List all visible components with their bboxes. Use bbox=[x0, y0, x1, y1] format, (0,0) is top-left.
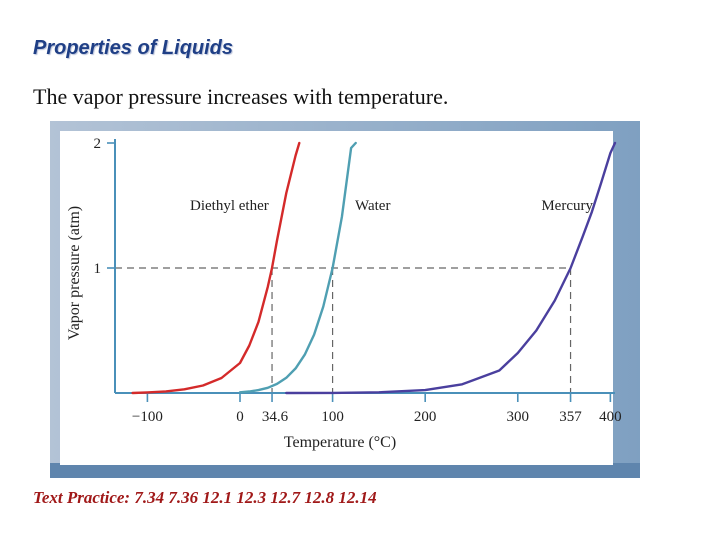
x-tick-label: 34.6 bbox=[262, 409, 289, 425]
series-line-mercury bbox=[285, 141, 617, 395]
x-tick-label: 400 bbox=[599, 409, 622, 425]
plot-layer: −100 0 34.6 100 200 300 357 400 1 2 Temperature (°… bbox=[66, 136, 622, 451]
slide-title: Properties of Liquids bbox=[33, 37, 234, 59]
y-axis-label: Vapor pressure (atm) bbox=[66, 206, 83, 340]
x-tick-label: −100 bbox=[132, 409, 163, 425]
chart-panel bbox=[60, 131, 613, 465]
y-tick-label: 2 bbox=[94, 136, 102, 152]
series-line-water bbox=[238, 141, 357, 394]
vapor-pressure-chart: −100 0 34.6 100 200 300 357 400 1 2 Temperature (°… bbox=[50, 121, 640, 478]
x-tick-label: 200 bbox=[414, 409, 437, 425]
series-label-diethyl-ether: Diethyl ether bbox=[190, 198, 269, 214]
series-line-diethyl-ether bbox=[131, 141, 301, 395]
series-label-mercury: Mercury bbox=[541, 198, 593, 214]
chart-frame-bottom-band bbox=[50, 463, 640, 478]
x-tick-label: 0 bbox=[236, 409, 244, 425]
practice-problems-footer: Text Practice: 7.34 7.36 12.1 12.3 12.7 … bbox=[33, 488, 377, 507]
x-tick-label: 300 bbox=[507, 409, 530, 425]
x-tick-label: 100 bbox=[321, 409, 344, 425]
x-axis-label: Temperature (°C) bbox=[284, 434, 396, 451]
series-label-water: Water bbox=[355, 198, 390, 214]
chart-figure: −100 0 34.6 100 200 300 357 400 1 2 Temperature (°… bbox=[50, 121, 640, 478]
slide-subtitle: The vapor pressure increases with temper… bbox=[33, 84, 449, 109]
y-tick-label: 1 bbox=[94, 261, 102, 277]
x-tick-label: 357 bbox=[559, 409, 582, 425]
